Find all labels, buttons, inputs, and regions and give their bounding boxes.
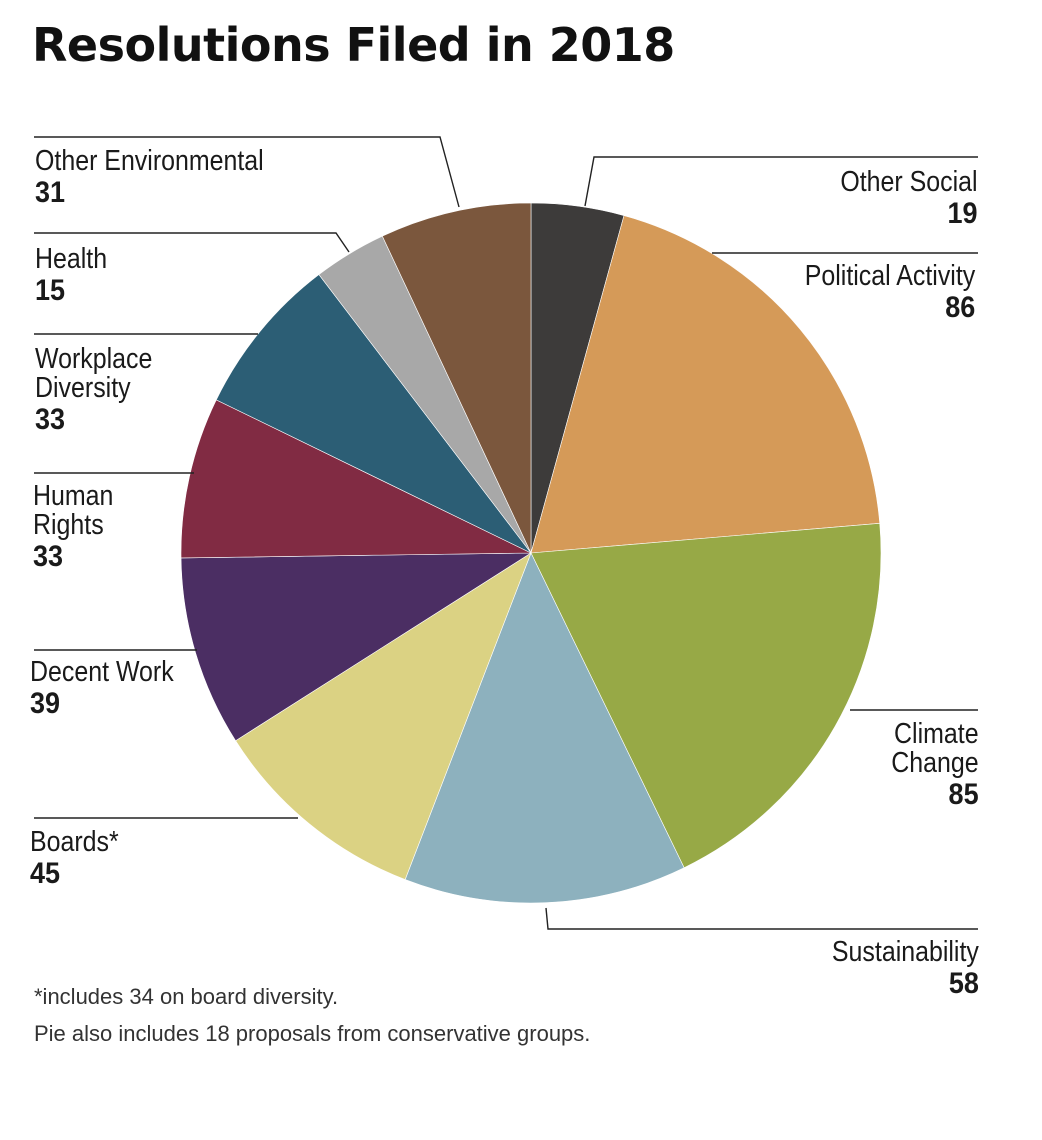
pie-slice-boards [235,552,532,880]
label-other-environmental: Other Environmental 31 [35,145,264,209]
pie-slice-other-environmental [381,202,532,554]
leader-other-social [584,156,978,207]
chart-title: Resolutions Filed in 2018 [32,18,675,72]
leader-other-environmental [34,136,460,208]
label-climate-change: Climate Change 85 [891,718,979,811]
label-decent-work: Decent Work 39 [30,656,174,720]
label-workplace-diversity: Workplace Diversity 33 [35,343,153,436]
label-sustainability: Sustainability 58 [832,936,979,1000]
pie-slice-climate-change [530,522,882,869]
pie-slice-decent-work [180,552,533,742]
label-human-rights: Human Rights 33 [33,480,114,573]
label-boards: Boards* 45 [30,826,119,890]
pie-slice-workplace-diversity [215,274,532,554]
leader-sustainability [545,907,978,930]
label-other-social: Other Social 19 [840,166,978,230]
footnote-conservative: Pie also includes 18 proposals from cons… [34,1021,591,1046]
leader-health [34,232,350,253]
label-political-activity: Political Activity 86 [804,260,975,324]
pie-slice-human-rights [180,399,532,559]
pie-slice-political-activity [530,215,881,554]
footnote-boards: *includes 34 on board diversity. [34,984,339,1009]
pie-slice-sustainability [404,552,685,904]
label-health: Health 15 [35,243,108,307]
